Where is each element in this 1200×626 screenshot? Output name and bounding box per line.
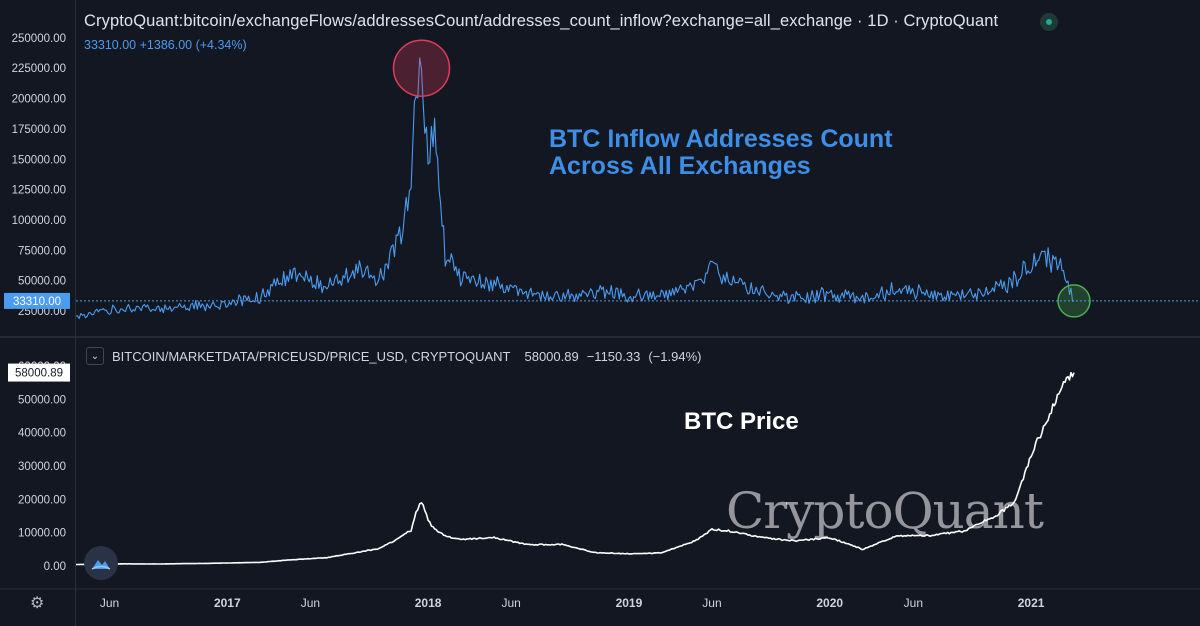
cryptoquant-logo-icon[interactable] — [84, 546, 118, 580]
y-tick-label: 25000.00 — [18, 306, 66, 318]
y-tick-label: 200000.00 — [12, 94, 66, 106]
panel1-change: +1386.00 — [139, 38, 193, 52]
x-tick-label: 2020 — [816, 596, 843, 610]
x-tick-label: 2019 — [616, 596, 643, 610]
y-tick-label: 125000.00 — [12, 185, 66, 197]
panel1-title: CryptoQuant:bitcoin/exchangeFlows/addres… — [84, 12, 999, 30]
panel1-annotation: BTC Inflow Addresses Count Across All Ex… — [549, 126, 893, 180]
y-tick-label: 75000.00 — [18, 245, 66, 257]
y-tick-label: 175000.00 — [12, 124, 66, 136]
panel2-last-value: 58000.89 — [524, 348, 579, 364]
panel1-values: 33310.00 +1386.00 (+4.34%) — [84, 38, 247, 52]
logo-glyph — [91, 560, 111, 570]
y-tick-label: 225000.00 — [12, 63, 66, 75]
x-tick-label: 2017 — [214, 596, 241, 610]
y-tick-label: 20000.00 — [18, 494, 66, 506]
chevron-down-icon[interactable]: ⌄ — [86, 347, 104, 365]
y-tick-label: 0.00 — [44, 561, 66, 573]
x-tick-label: Jun — [301, 596, 320, 610]
panel2-change-pct: (−1.94%) — [648, 348, 702, 364]
series-line — [75, 371, 1075, 566]
panel1-annotation-line2: Across All Exchanges — [549, 152, 811, 180]
last-value-tag — [4, 292, 70, 309]
x-tick-label: 2021 — [1018, 596, 1045, 610]
highlight-circle — [392, 39, 451, 97]
y-tick-label: 40000.00 — [18, 428, 66, 440]
x-tick-label: Jun — [904, 596, 923, 610]
panel1-last-value: 33310.00 — [84, 38, 137, 52]
y-tick-label: 10000.00 — [18, 528, 66, 540]
last-value-tag — [8, 363, 70, 382]
panel2-annotation: BTC Price — [684, 408, 799, 435]
panel1-change-pct: (+4.34%) — [195, 38, 247, 52]
series-line — [76, 57, 1075, 320]
panel2-header: ⌄ BITCOIN/MARKETDATA/PRICEUSD/PRICE_USD,… — [86, 346, 701, 366]
y-tick-label: 30000.00 — [18, 461, 66, 473]
gear-icon[interactable]: ⚙ — [30, 595, 45, 612]
y-tick-label: 50000.00 — [18, 394, 66, 406]
x-tick-label: Jun — [502, 596, 521, 610]
x-tick-label: 2018 — [415, 596, 442, 610]
y-tick-label: 50000.00 — [18, 276, 66, 288]
last-value-label: 58000.89 — [15, 368, 63, 380]
x-tick-label: Jun — [702, 596, 721, 610]
y-tick-label: 150000.00 — [12, 154, 66, 166]
live-status-icon[interactable] — [1040, 13, 1058, 31]
last-value-label: 33310.00 — [13, 296, 61, 308]
panel2-title: BITCOIN/MARKETDATA/PRICEUSD/PRICE_USD, C… — [112, 348, 511, 364]
panel1-annotation-line1: BTC Inflow Addresses Count — [549, 125, 893, 153]
y-tick-label: 250000.00 — [12, 33, 66, 45]
x-tick-label: Jun — [100, 596, 119, 610]
y-tick-label: 100000.00 — [12, 215, 66, 227]
panel2-change: −1150.33 — [586, 348, 641, 364]
watermark: CryptoQuant — [726, 482, 1044, 540]
